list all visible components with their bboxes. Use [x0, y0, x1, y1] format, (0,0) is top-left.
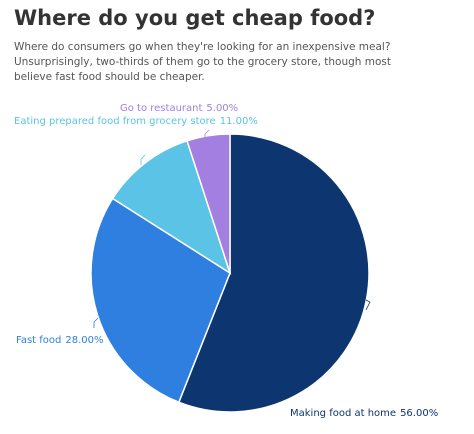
chart-subtitle: Where do consumers go when they're looki…: [14, 41, 391, 83]
pie-slice: [186, 133, 231, 274]
slice-label: Fast food 28.00%: [16, 335, 104, 346]
chart-title: Where do you get cheap food?: [14, 6, 376, 30]
slice-label-category: Eating prepared food from grocery store: [14, 116, 216, 127]
pie-slice: [177, 133, 370, 413]
slice-label-category: Fast food: [16, 335, 61, 346]
slice-label-category: Making food at home: [290, 408, 396, 419]
pie-slice: [90, 197, 231, 404]
slice-label: Eating prepared food from grocery store 1…: [14, 116, 258, 127]
leader-line: [365, 299, 371, 311]
leader-line: [93, 317, 99, 328]
leader-line: [140, 154, 146, 165]
slice-label: Making food at home 56.00%: [290, 408, 438, 419]
leader-line: [204, 129, 210, 140]
slice-label-value: 5.00%: [206, 103, 238, 114]
slice-label-value: 11.00%: [220, 116, 258, 127]
slice-label-value: 56.00%: [400, 408, 438, 419]
slice-label: Go to restaurant 5.00%: [120, 103, 238, 114]
slice-label-value: 28.00%: [65, 335, 103, 346]
pie-slice: [111, 139, 232, 275]
slice-label-category: Go to restaurant: [120, 103, 202, 114]
